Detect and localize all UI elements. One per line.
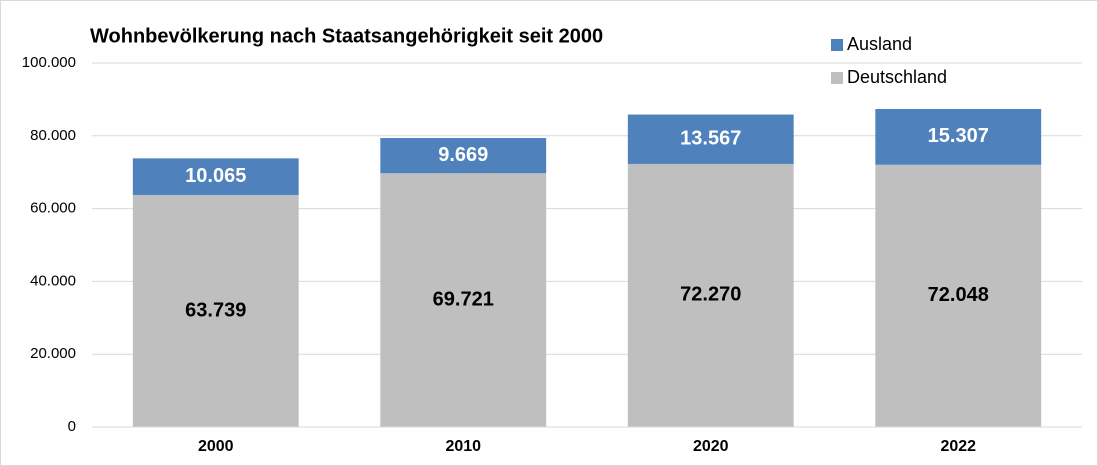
- bar-segment: [875, 109, 1042, 165]
- x-tick-label: 2022: [940, 438, 976, 455]
- bar-segment: [875, 164, 1042, 427]
- data-label: 72.270: [680, 284, 741, 306]
- data-label: 15.307: [928, 125, 989, 147]
- x-tick-label: 2020: [693, 438, 729, 455]
- y-tick-label: 60.000: [30, 200, 76, 217]
- x-tick-label: 2010: [445, 438, 481, 455]
- bar-segment: [380, 173, 547, 427]
- y-tick-label: 20.000: [30, 345, 76, 362]
- bar-segment: [380, 138, 547, 174]
- legend-swatch: [831, 72, 843, 84]
- y-tick-label: 0: [68, 418, 76, 435]
- data-label: 72.048: [928, 284, 989, 306]
- data-label: 69.721: [433, 288, 494, 310]
- legend-swatch: [831, 39, 843, 51]
- bar-segment: [132, 158, 299, 195]
- data-label: 13.567: [680, 128, 741, 150]
- data-label: 63.739: [185, 299, 246, 321]
- chart-title: Wohnbevölkerung nach Staatsangehörigkeit…: [90, 25, 603, 47]
- y-tick-label: 40.000: [30, 272, 76, 289]
- y-tick-label: 100.000: [22, 54, 76, 71]
- legend-label: Ausland: [847, 34, 912, 54]
- bar-segment: [132, 194, 299, 427]
- bar-segment: [627, 163, 794, 427]
- x-tick-label: 2000: [198, 438, 234, 455]
- data-label: 9.669: [438, 144, 488, 166]
- legend-label: Deutschland: [847, 67, 947, 87]
- y-tick-label: 80.000: [30, 127, 76, 144]
- bar-segment: [627, 114, 794, 164]
- data-label: 10.065: [185, 165, 246, 187]
